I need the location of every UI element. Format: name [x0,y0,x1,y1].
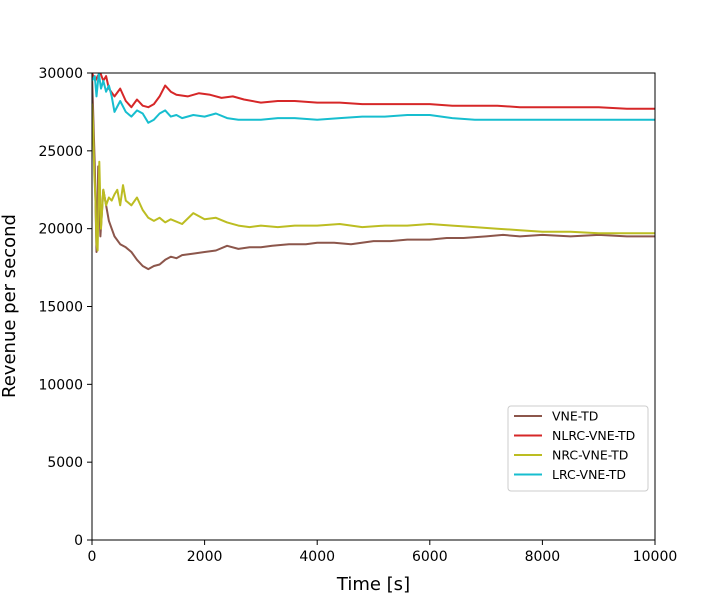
y-tick-label: 0 [74,533,83,549]
legend: VNE-TD NLRC-VNE-TD NRC-VNE-TD LRC-VNE-TD [507,405,649,492]
y-axis: 0 5000 10000 15000 20000 25000 30000 [38,66,92,549]
series-line-lrc-vne-td [92,73,655,124]
series-line-vne-td [92,73,655,271]
x-tick-label: 10000 [633,549,678,565]
legend-label: NLRC-VNE-TD [552,428,635,443]
y-tick-label: 20000 [38,222,83,238]
legend-label: VNE-TD [552,409,598,424]
x-axis: 0 2000 4000 6000 8000 10000 [88,540,678,565]
x-tick-label: 2000 [187,549,223,565]
y-axis-label: Revenue per second [0,214,20,398]
y-tick-label: 10000 [38,377,83,393]
x-tick-label: 6000 [412,549,448,565]
y-tick-label: 5000 [47,455,83,471]
legend-label: NRC-VNE-TD [552,448,628,463]
series-layer [92,73,655,271]
x-tick-label: 8000 [525,549,561,565]
y-tick-label: 30000 [38,66,83,82]
x-tick-label: 4000 [299,549,335,565]
legend-label: LRC-VNE-TD [552,467,626,482]
x-tick-label: 0 [88,549,97,565]
y-tick-label: 25000 [38,144,83,160]
series-line-nrc-vne-td [92,103,655,252]
y-tick-label: 15000 [38,300,83,316]
series-line-nlrc-vne-td [92,73,655,110]
x-axis-label: Time [s] [336,574,410,595]
legend-box [507,405,649,492]
